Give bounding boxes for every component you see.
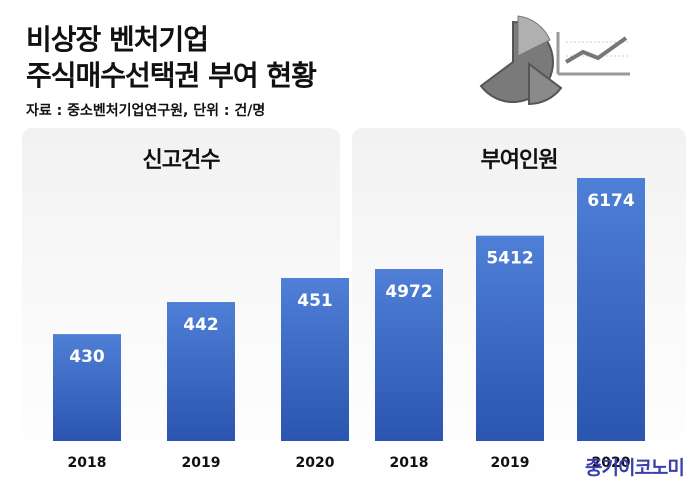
bar-chart-reports: 430 2018 442 2019 451 2020 bbox=[53, 278, 349, 471]
bar-2018 bbox=[53, 334, 121, 441]
page-title-line-1: 비상장 벤처기업 bbox=[26, 23, 209, 56]
chart-title-recipients: 부여인원 bbox=[480, 148, 559, 173]
page-title-line-2: 주식매수선택권 부여 현황 bbox=[26, 59, 317, 92]
source-note: 자료 : 중소벤처기업연구원, 단위 : 건/명 bbox=[26, 103, 266, 119]
chart-title-reports: 신고건수 bbox=[142, 148, 221, 173]
data-label-2020: 6174 bbox=[587, 191, 634, 211]
data-label-2019: 442 bbox=[183, 315, 219, 335]
x-tick-label-2018: 2018 bbox=[68, 455, 107, 471]
x-tick-label-2020: 2020 bbox=[592, 455, 631, 471]
bar-2020 bbox=[577, 178, 645, 441]
chart-panel-recipients: 부여인원 4972 2018 5412 2019 6174 2020 bbox=[352, 128, 686, 486]
data-label-2018: 430 bbox=[69, 347, 105, 367]
title-block: 비상장 벤처기업 주식매수선택권 부여 현황 자료 : 중소벤처기업연구원, 단… bbox=[26, 22, 317, 120]
bar-2019 bbox=[167, 302, 235, 441]
line-chart-icon bbox=[556, 32, 630, 76]
pie-chart-icon bbox=[479, 15, 630, 106]
bar-chart-recipients: 4972 2018 5412 2019 6174 2020 bbox=[375, 178, 645, 471]
x-tick-label-2020: 2020 bbox=[296, 455, 335, 471]
data-label-2019: 5412 bbox=[486, 249, 533, 269]
watermark-logo: 중기이코노미 bbox=[585, 457, 685, 479]
x-tick-label-2019: 2019 bbox=[182, 455, 221, 471]
data-label-2020: 451 bbox=[297, 291, 333, 311]
x-tick-label-2019: 2019 bbox=[491, 455, 530, 471]
bar-2018 bbox=[375, 268, 443, 441]
bar-2020 bbox=[281, 278, 349, 441]
bar-2019 bbox=[476, 235, 544, 441]
x-tick-label-2018: 2018 bbox=[390, 455, 429, 471]
chart-panel-reports: 신고건수 430 2018 442 2019 451 2020 bbox=[22, 128, 349, 486]
data-label-2018: 4972 bbox=[385, 282, 432, 302]
